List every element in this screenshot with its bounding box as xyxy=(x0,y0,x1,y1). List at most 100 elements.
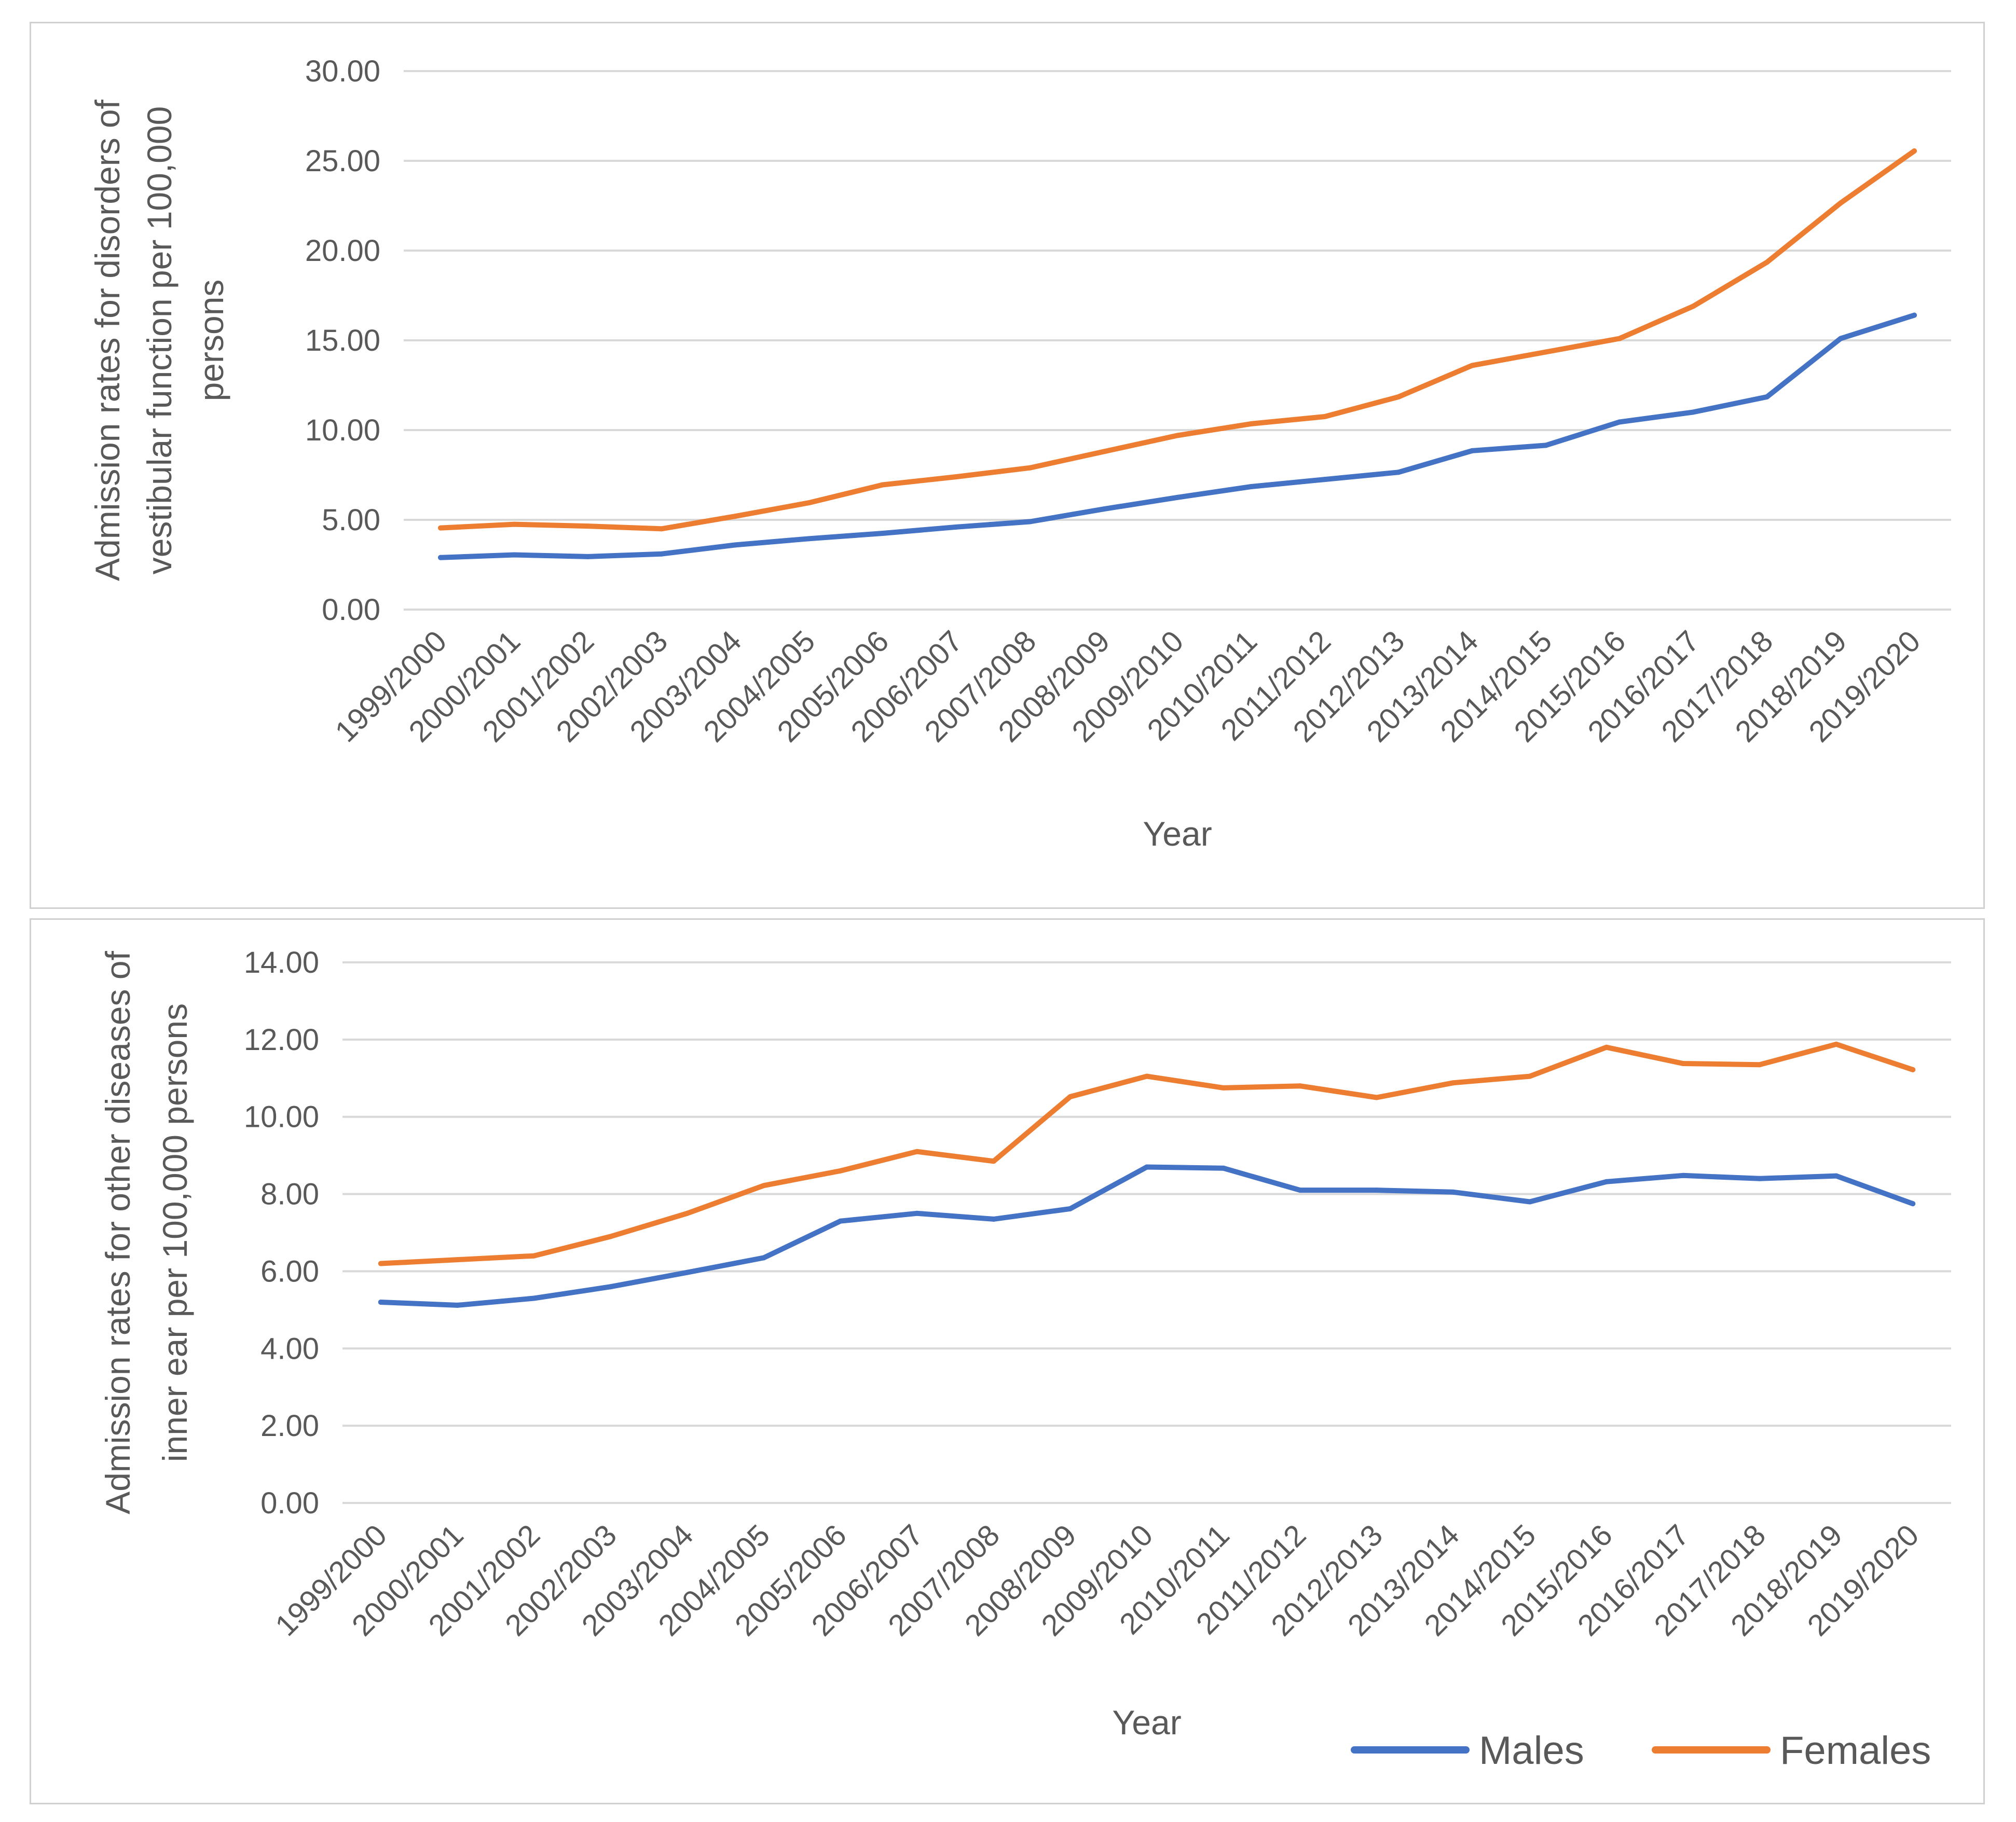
y-tick-label: 4.00 xyxy=(260,1332,319,1365)
data-point-males xyxy=(1680,1172,1686,1178)
data-point-males xyxy=(684,1269,690,1275)
data-point-females xyxy=(880,482,885,488)
y-tick-label: 10.00 xyxy=(305,413,380,447)
y-tick-label: 5.00 xyxy=(322,503,380,537)
x-axis-title: Year xyxy=(1143,815,1212,853)
data-point-females xyxy=(838,1168,843,1174)
y-tick-label: 2.00 xyxy=(260,1409,319,1443)
data-point-females xyxy=(1249,421,1254,426)
data-point-females xyxy=(1450,1080,1456,1086)
data-point-males xyxy=(1144,1164,1149,1170)
y-axis-title-line: inner ear per 100,000 persons xyxy=(156,1003,194,1462)
data-point-males xyxy=(1833,1173,1839,1179)
data-point-males xyxy=(1617,419,1622,425)
chart-panel-vestibular: 0.00 5.00 10.00 15.00 20.00 25.00 30.00 1999/20… xyxy=(30,22,1985,909)
data-point-females xyxy=(761,1183,766,1189)
data-point-males xyxy=(1450,1189,1456,1195)
data-point-males xyxy=(914,1210,920,1216)
y-tick-label: 12.00 xyxy=(244,1023,319,1057)
data-point-males xyxy=(1527,1199,1533,1205)
legend-label-males: Males xyxy=(1479,1729,1584,1773)
data-point-males xyxy=(1067,1206,1073,1211)
data-point-males xyxy=(1470,448,1475,453)
data-point-males xyxy=(1220,1165,1226,1171)
data-point-males xyxy=(1101,506,1106,512)
data-point-females xyxy=(733,514,738,519)
data-point-females xyxy=(608,1234,613,1239)
data-point-females xyxy=(1617,336,1622,341)
data-point-males xyxy=(733,542,738,548)
y-axis-title-line: persons xyxy=(192,280,230,402)
data-point-males xyxy=(608,1284,613,1290)
data-point-males xyxy=(1396,470,1401,475)
data-point-males xyxy=(1027,519,1033,524)
data-point-females xyxy=(1912,148,1917,154)
y-tick-label: 25.00 xyxy=(305,144,380,178)
data-point-males xyxy=(1297,1188,1303,1193)
y-tick-label: 0.00 xyxy=(260,1486,319,1520)
data-point-females xyxy=(531,1253,537,1259)
y-axis-title: Admission rates for other diseases of inn… xyxy=(99,950,194,1514)
data-point-females xyxy=(806,500,812,506)
y-axis-title-line: vestibular function per 100,000 xyxy=(140,106,179,575)
data-point-females xyxy=(991,1158,996,1164)
data-point-males xyxy=(438,555,443,560)
data-point-females xyxy=(1910,1067,1916,1072)
data-point-males xyxy=(659,551,664,557)
data-point-males xyxy=(512,552,517,558)
data-point-females xyxy=(1527,1073,1533,1079)
data-point-males xyxy=(1838,336,1843,341)
data-point-females xyxy=(954,474,959,479)
data-point-males xyxy=(1910,1201,1916,1207)
y-tick-label: 0.00 xyxy=(322,593,380,627)
data-point-females xyxy=(914,1149,920,1154)
data-point-females xyxy=(1691,303,1696,309)
data-point-males xyxy=(585,554,591,559)
data-point-females xyxy=(455,1257,460,1263)
y-tick-label: 20.00 xyxy=(305,234,380,268)
data-point-males xyxy=(1249,484,1254,489)
data-point-males xyxy=(954,524,959,530)
data-point-males xyxy=(1764,394,1770,399)
data-point-males xyxy=(880,530,885,536)
data-point-females xyxy=(1757,1062,1762,1068)
data-point-males xyxy=(455,1302,460,1308)
y-tick-label: 8.00 xyxy=(260,1178,319,1211)
data-point-females xyxy=(1027,465,1033,471)
legend-label-females: Females xyxy=(1780,1729,1931,1773)
data-point-males xyxy=(1175,494,1180,500)
y-axis-title-line: Admission rates for disorders of xyxy=(88,99,127,581)
y-tick-label: 15.00 xyxy=(305,324,380,357)
data-point-females xyxy=(1603,1044,1609,1050)
data-point-females xyxy=(1144,1073,1149,1079)
data-point-females xyxy=(1297,1083,1303,1089)
data-point-females xyxy=(1067,1094,1073,1100)
data-point-females xyxy=(1220,1085,1226,1091)
data-point-females xyxy=(659,526,664,532)
data-point-males xyxy=(1543,443,1548,448)
data-point-males xyxy=(761,1255,766,1261)
data-point-males xyxy=(991,1216,996,1222)
data-point-males xyxy=(531,1295,537,1301)
data-point-females xyxy=(1680,1061,1686,1067)
data-point-males xyxy=(806,536,812,542)
y-tick-label: 6.00 xyxy=(260,1254,319,1288)
data-point-females xyxy=(585,523,591,529)
data-point-females xyxy=(1374,1095,1379,1100)
x-axis-title: Year xyxy=(1112,1703,1181,1742)
data-point-males xyxy=(378,1299,383,1305)
y-axis-title-line: Admission rates for other diseases of xyxy=(99,950,137,1514)
data-point-females xyxy=(1543,349,1548,355)
data-point-females xyxy=(1838,200,1843,206)
data-point-females xyxy=(1470,363,1475,368)
y-tick-label: 14.00 xyxy=(244,946,319,979)
data-point-females xyxy=(1322,414,1327,420)
chart-vestibular-svg: 0.005.0010.0015.0020.0025.0030.001999/20… xyxy=(88,54,1951,853)
data-point-males xyxy=(1374,1188,1379,1193)
data-point-females xyxy=(512,521,517,527)
data-point-males xyxy=(1757,1176,1762,1181)
chart-inner-ear-svg: 0.002.004.006.008.0010.0012.0014.001999/… xyxy=(99,946,1951,1773)
data-point-females xyxy=(438,525,443,531)
data-point-females xyxy=(378,1261,383,1266)
data-point-females xyxy=(1396,394,1401,399)
